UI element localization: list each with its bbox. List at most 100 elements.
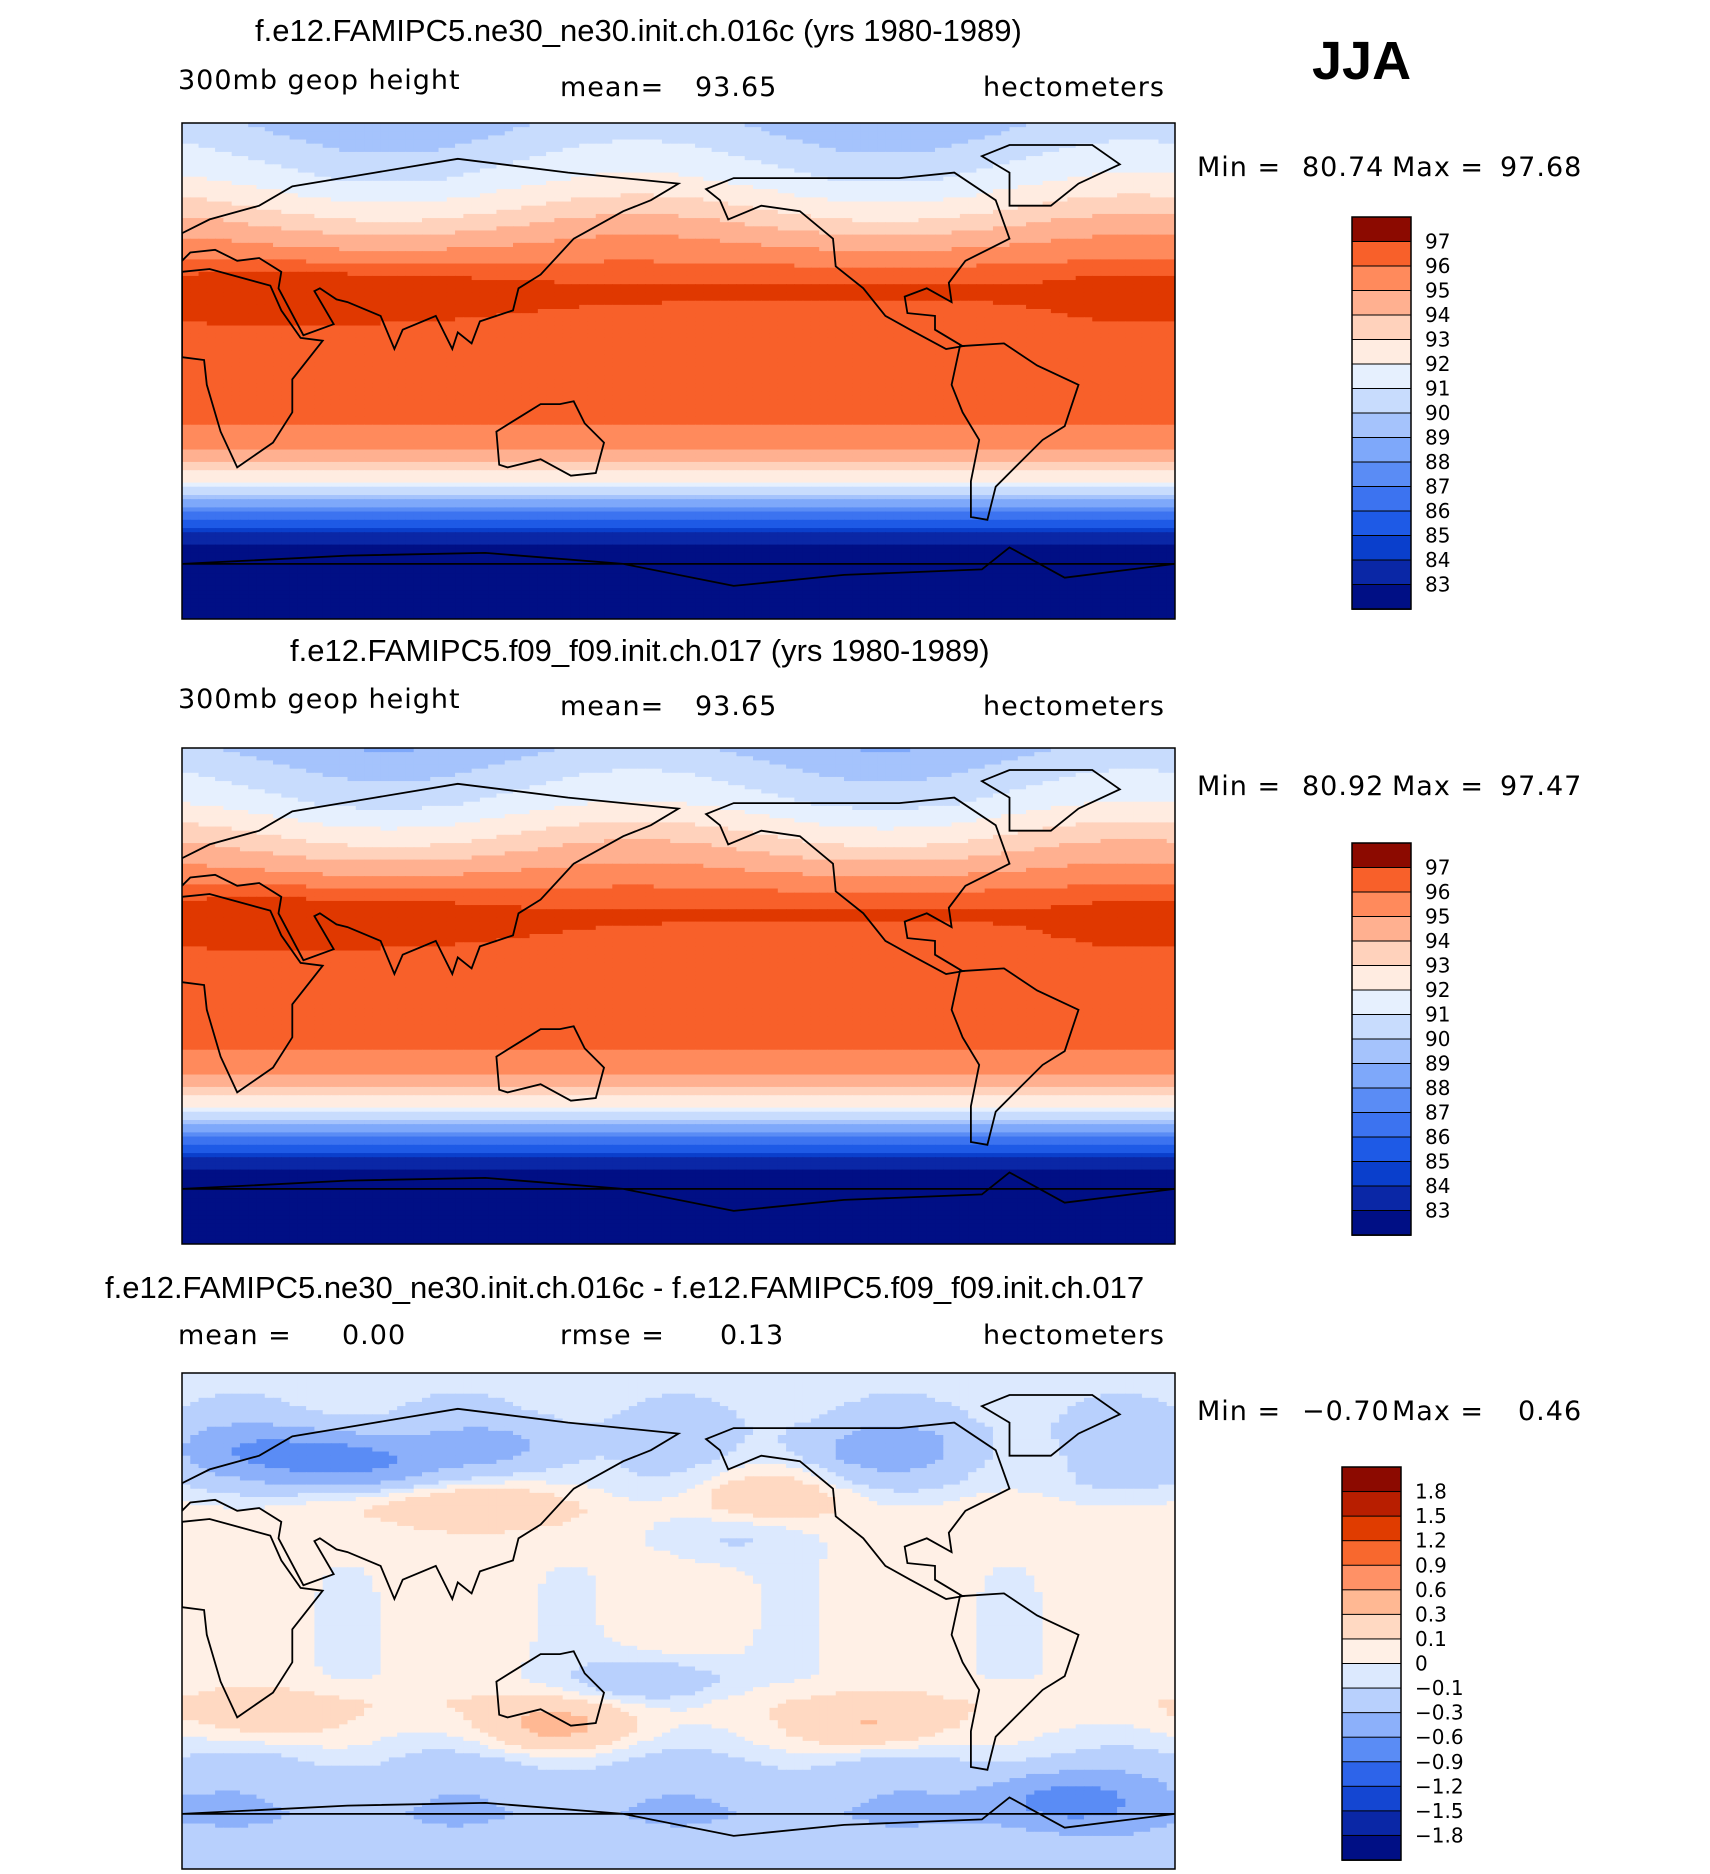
- field-cell: [1042, 156, 1052, 161]
- field-cell: [736, 238, 746, 244]
- field-cell: [910, 123, 920, 128]
- field-cell: [752, 123, 762, 128]
- field-cell: [1026, 193, 1035, 198]
- field-cell: [322, 226, 332, 232]
- field-cell: [421, 160, 431, 165]
- field-cell: [661, 160, 671, 165]
- field-cell: [314, 255, 324, 260]
- field-cell: [595, 185, 605, 190]
- field-cell: [554, 259, 564, 265]
- field-cell: [248, 213, 258, 219]
- field-cell: [1108, 123, 1118, 128]
- field-cell: [496, 151, 506, 157]
- field-cell: [256, 230, 266, 236]
- field-cell: [877, 123, 886, 128]
- field-cell: [504, 251, 514, 256]
- field-cell: [372, 193, 382, 198]
- field-cell: [314, 147, 324, 153]
- field-cell: [587, 251, 597, 256]
- field-cell: [488, 222, 498, 227]
- field-cell: [455, 160, 464, 165]
- field-cell: [868, 238, 878, 244]
- field-cell: [761, 284, 771, 289]
- field-cell: [182, 180, 191, 186]
- field-cell: [893, 180, 903, 186]
- field-cell: [1092, 189, 1102, 194]
- field-cell: [355, 193, 365, 198]
- field-cell: [463, 213, 473, 219]
- field-cell: [744, 185, 754, 190]
- field-cell: [421, 238, 431, 244]
- field-cell: [653, 123, 663, 128]
- field-cell: [827, 135, 837, 141]
- field-cell: [1108, 288, 1118, 294]
- field-cell: [421, 226, 431, 232]
- field-cell: [1026, 127, 1035, 132]
- field-cell: [661, 143, 671, 149]
- field-cell: [339, 156, 349, 161]
- field-cell: [959, 255, 969, 260]
- field-cell: [388, 280, 398, 285]
- field-cell: [479, 213, 489, 219]
- field-cell: [355, 160, 365, 165]
- field-cell: [1067, 131, 1077, 136]
- field-cell: [1034, 197, 1044, 203]
- field-cell: [562, 180, 572, 186]
- field-cell: [794, 242, 804, 248]
- field-cell: [736, 156, 746, 161]
- field-cell: [595, 271, 605, 277]
- field-cell: [711, 267, 721, 273]
- field-cell: [695, 197, 704, 203]
- field-cell: [868, 201, 878, 207]
- field-cell: [504, 147, 514, 153]
- field-cell: [819, 226, 829, 232]
- field-cell: [877, 251, 886, 256]
- field-cell: [455, 139, 464, 145]
- field-cell: [239, 168, 249, 174]
- field-cell: [397, 164, 407, 170]
- field-cell: [1117, 247, 1126, 252]
- field-cell: [546, 164, 555, 170]
- field-cell: [306, 255, 316, 260]
- field-cell: [463, 259, 473, 265]
- field-cell: [430, 275, 440, 281]
- field-cell: [256, 151, 266, 157]
- field-cell: [645, 189, 655, 194]
- field-cell: [562, 143, 572, 149]
- field-cell: [1034, 288, 1044, 294]
- field-cell: [802, 288, 812, 294]
- field-cell: [893, 193, 903, 198]
- field-cell: [198, 242, 208, 248]
- field-cell: [1067, 284, 1077, 289]
- field-cell: [885, 247, 895, 252]
- field-cell: [645, 267, 655, 273]
- field-cell: [835, 185, 845, 190]
- panel3-max-label: Max =: [1392, 1396, 1484, 1427]
- field-cell: [1042, 267, 1052, 273]
- field-cell: [628, 156, 638, 161]
- field-cell: [885, 147, 895, 153]
- field-cell: [198, 251, 208, 256]
- field-cell: [612, 205, 622, 211]
- field-cell: [1042, 288, 1052, 294]
- field-cell: [496, 123, 506, 128]
- field-cell: [910, 222, 920, 227]
- field-cell: [959, 201, 969, 207]
- field-cell: [239, 151, 249, 157]
- field-cell: [529, 135, 539, 141]
- field-cell: [777, 131, 787, 136]
- field-cell: [405, 284, 415, 289]
- field-cell: [289, 213, 299, 219]
- field-cell: [1092, 275, 1102, 281]
- field-cell: [322, 275, 332, 281]
- field-cell: [736, 271, 746, 277]
- field-cell: [430, 263, 440, 269]
- field-cell: [604, 197, 613, 203]
- field-cell: [397, 131, 407, 136]
- field-cell: [256, 185, 266, 190]
- field-cell: [885, 151, 895, 157]
- field-cell: [1166, 180, 1175, 186]
- field-cell: [761, 156, 771, 161]
- field-cell: [728, 147, 738, 153]
- field-cell: [463, 168, 473, 174]
